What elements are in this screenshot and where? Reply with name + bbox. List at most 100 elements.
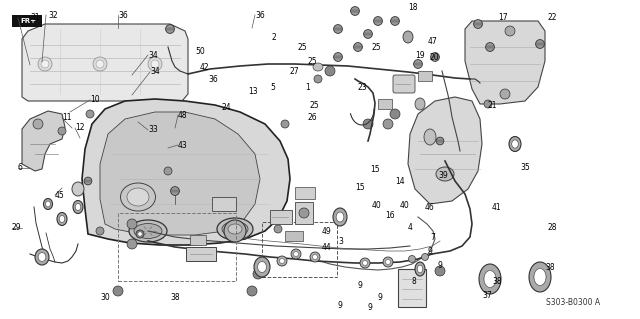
- Ellipse shape: [38, 57, 52, 71]
- Text: 47: 47: [428, 38, 438, 47]
- Ellipse shape: [138, 232, 142, 236]
- Text: 38: 38: [545, 263, 555, 272]
- Bar: [270, 210, 292, 224]
- Text: 15: 15: [355, 183, 365, 192]
- Text: 2: 2: [272, 33, 276, 42]
- Text: 17: 17: [498, 13, 508, 23]
- Ellipse shape: [35, 249, 49, 265]
- Text: 38: 38: [170, 293, 180, 302]
- Polygon shape: [82, 99, 290, 245]
- Ellipse shape: [325, 66, 335, 76]
- Text: 22: 22: [548, 13, 557, 23]
- Ellipse shape: [484, 271, 496, 287]
- Bar: [118, 213, 236, 281]
- Ellipse shape: [360, 258, 370, 268]
- Ellipse shape: [151, 60, 159, 68]
- Text: 13: 13: [248, 87, 258, 97]
- Ellipse shape: [312, 255, 317, 259]
- Ellipse shape: [84, 177, 92, 185]
- Text: 25: 25: [372, 43, 381, 53]
- Text: 6: 6: [18, 164, 23, 173]
- Ellipse shape: [38, 253, 46, 261]
- Text: 25: 25: [298, 43, 308, 53]
- Ellipse shape: [166, 25, 174, 33]
- Text: 7: 7: [430, 234, 435, 242]
- Ellipse shape: [351, 7, 360, 15]
- Ellipse shape: [134, 224, 162, 239]
- Ellipse shape: [247, 286, 257, 296]
- Text: 9: 9: [358, 280, 363, 290]
- Ellipse shape: [217, 218, 253, 240]
- Text: 9: 9: [438, 261, 443, 270]
- Ellipse shape: [57, 212, 67, 226]
- Text: FR+: FR+: [20, 18, 36, 24]
- Ellipse shape: [509, 137, 521, 152]
- Ellipse shape: [277, 256, 287, 266]
- Ellipse shape: [403, 31, 413, 43]
- Ellipse shape: [73, 201, 83, 213]
- Ellipse shape: [148, 57, 162, 71]
- Text: 1: 1: [305, 84, 310, 93]
- Ellipse shape: [280, 258, 285, 263]
- Ellipse shape: [258, 262, 266, 272]
- Ellipse shape: [253, 269, 263, 279]
- Bar: [186, 247, 216, 261]
- Text: 32: 32: [48, 11, 58, 19]
- Ellipse shape: [274, 225, 282, 233]
- Text: 20: 20: [430, 54, 440, 63]
- Text: 8: 8: [412, 278, 417, 286]
- Ellipse shape: [299, 208, 309, 218]
- Text: 25: 25: [308, 57, 317, 66]
- Text: 31: 31: [30, 13, 40, 23]
- Text: 26: 26: [308, 114, 317, 122]
- Ellipse shape: [354, 43, 362, 51]
- Ellipse shape: [86, 110, 94, 118]
- Bar: [12, 15, 42, 27]
- Text: 11: 11: [62, 114, 72, 122]
- Text: 23: 23: [358, 84, 367, 93]
- Ellipse shape: [336, 212, 344, 222]
- Polygon shape: [22, 24, 188, 101]
- Ellipse shape: [363, 119, 373, 129]
- Ellipse shape: [364, 30, 372, 38]
- Ellipse shape: [415, 262, 425, 276]
- Ellipse shape: [479, 264, 501, 294]
- Text: 40: 40: [400, 201, 410, 210]
- Ellipse shape: [113, 286, 123, 296]
- Ellipse shape: [390, 17, 399, 26]
- Ellipse shape: [417, 265, 423, 273]
- Ellipse shape: [383, 119, 393, 129]
- Text: 25: 25: [310, 100, 319, 109]
- Ellipse shape: [129, 220, 167, 242]
- Text: 34: 34: [148, 50, 157, 60]
- Bar: [212, 197, 236, 211]
- Ellipse shape: [413, 60, 422, 68]
- Text: 10: 10: [90, 95, 100, 105]
- Ellipse shape: [96, 60, 104, 68]
- Ellipse shape: [333, 25, 342, 33]
- Ellipse shape: [93, 57, 107, 71]
- Ellipse shape: [294, 251, 298, 256]
- Text: 34: 34: [150, 68, 160, 77]
- Text: 9: 9: [378, 293, 383, 302]
- Ellipse shape: [310, 252, 320, 262]
- Bar: [378, 99, 392, 109]
- Text: 37: 37: [482, 291, 492, 300]
- Text: 42: 42: [200, 63, 210, 72]
- Text: 30: 30: [100, 293, 109, 302]
- Ellipse shape: [474, 19, 483, 28]
- Text: 3: 3: [338, 238, 343, 247]
- Text: 15: 15: [370, 166, 380, 174]
- Text: 43: 43: [178, 140, 188, 150]
- Bar: [262, 222, 337, 277]
- Ellipse shape: [33, 119, 43, 129]
- Text: S303-B0300 A: S303-B0300 A: [546, 298, 600, 307]
- Ellipse shape: [291, 249, 301, 259]
- Ellipse shape: [228, 224, 242, 234]
- Text: 40: 40: [372, 201, 381, 210]
- Ellipse shape: [436, 167, 454, 181]
- Ellipse shape: [127, 239, 137, 249]
- FancyBboxPatch shape: [393, 75, 415, 93]
- Ellipse shape: [385, 259, 390, 264]
- Text: 12: 12: [75, 123, 84, 132]
